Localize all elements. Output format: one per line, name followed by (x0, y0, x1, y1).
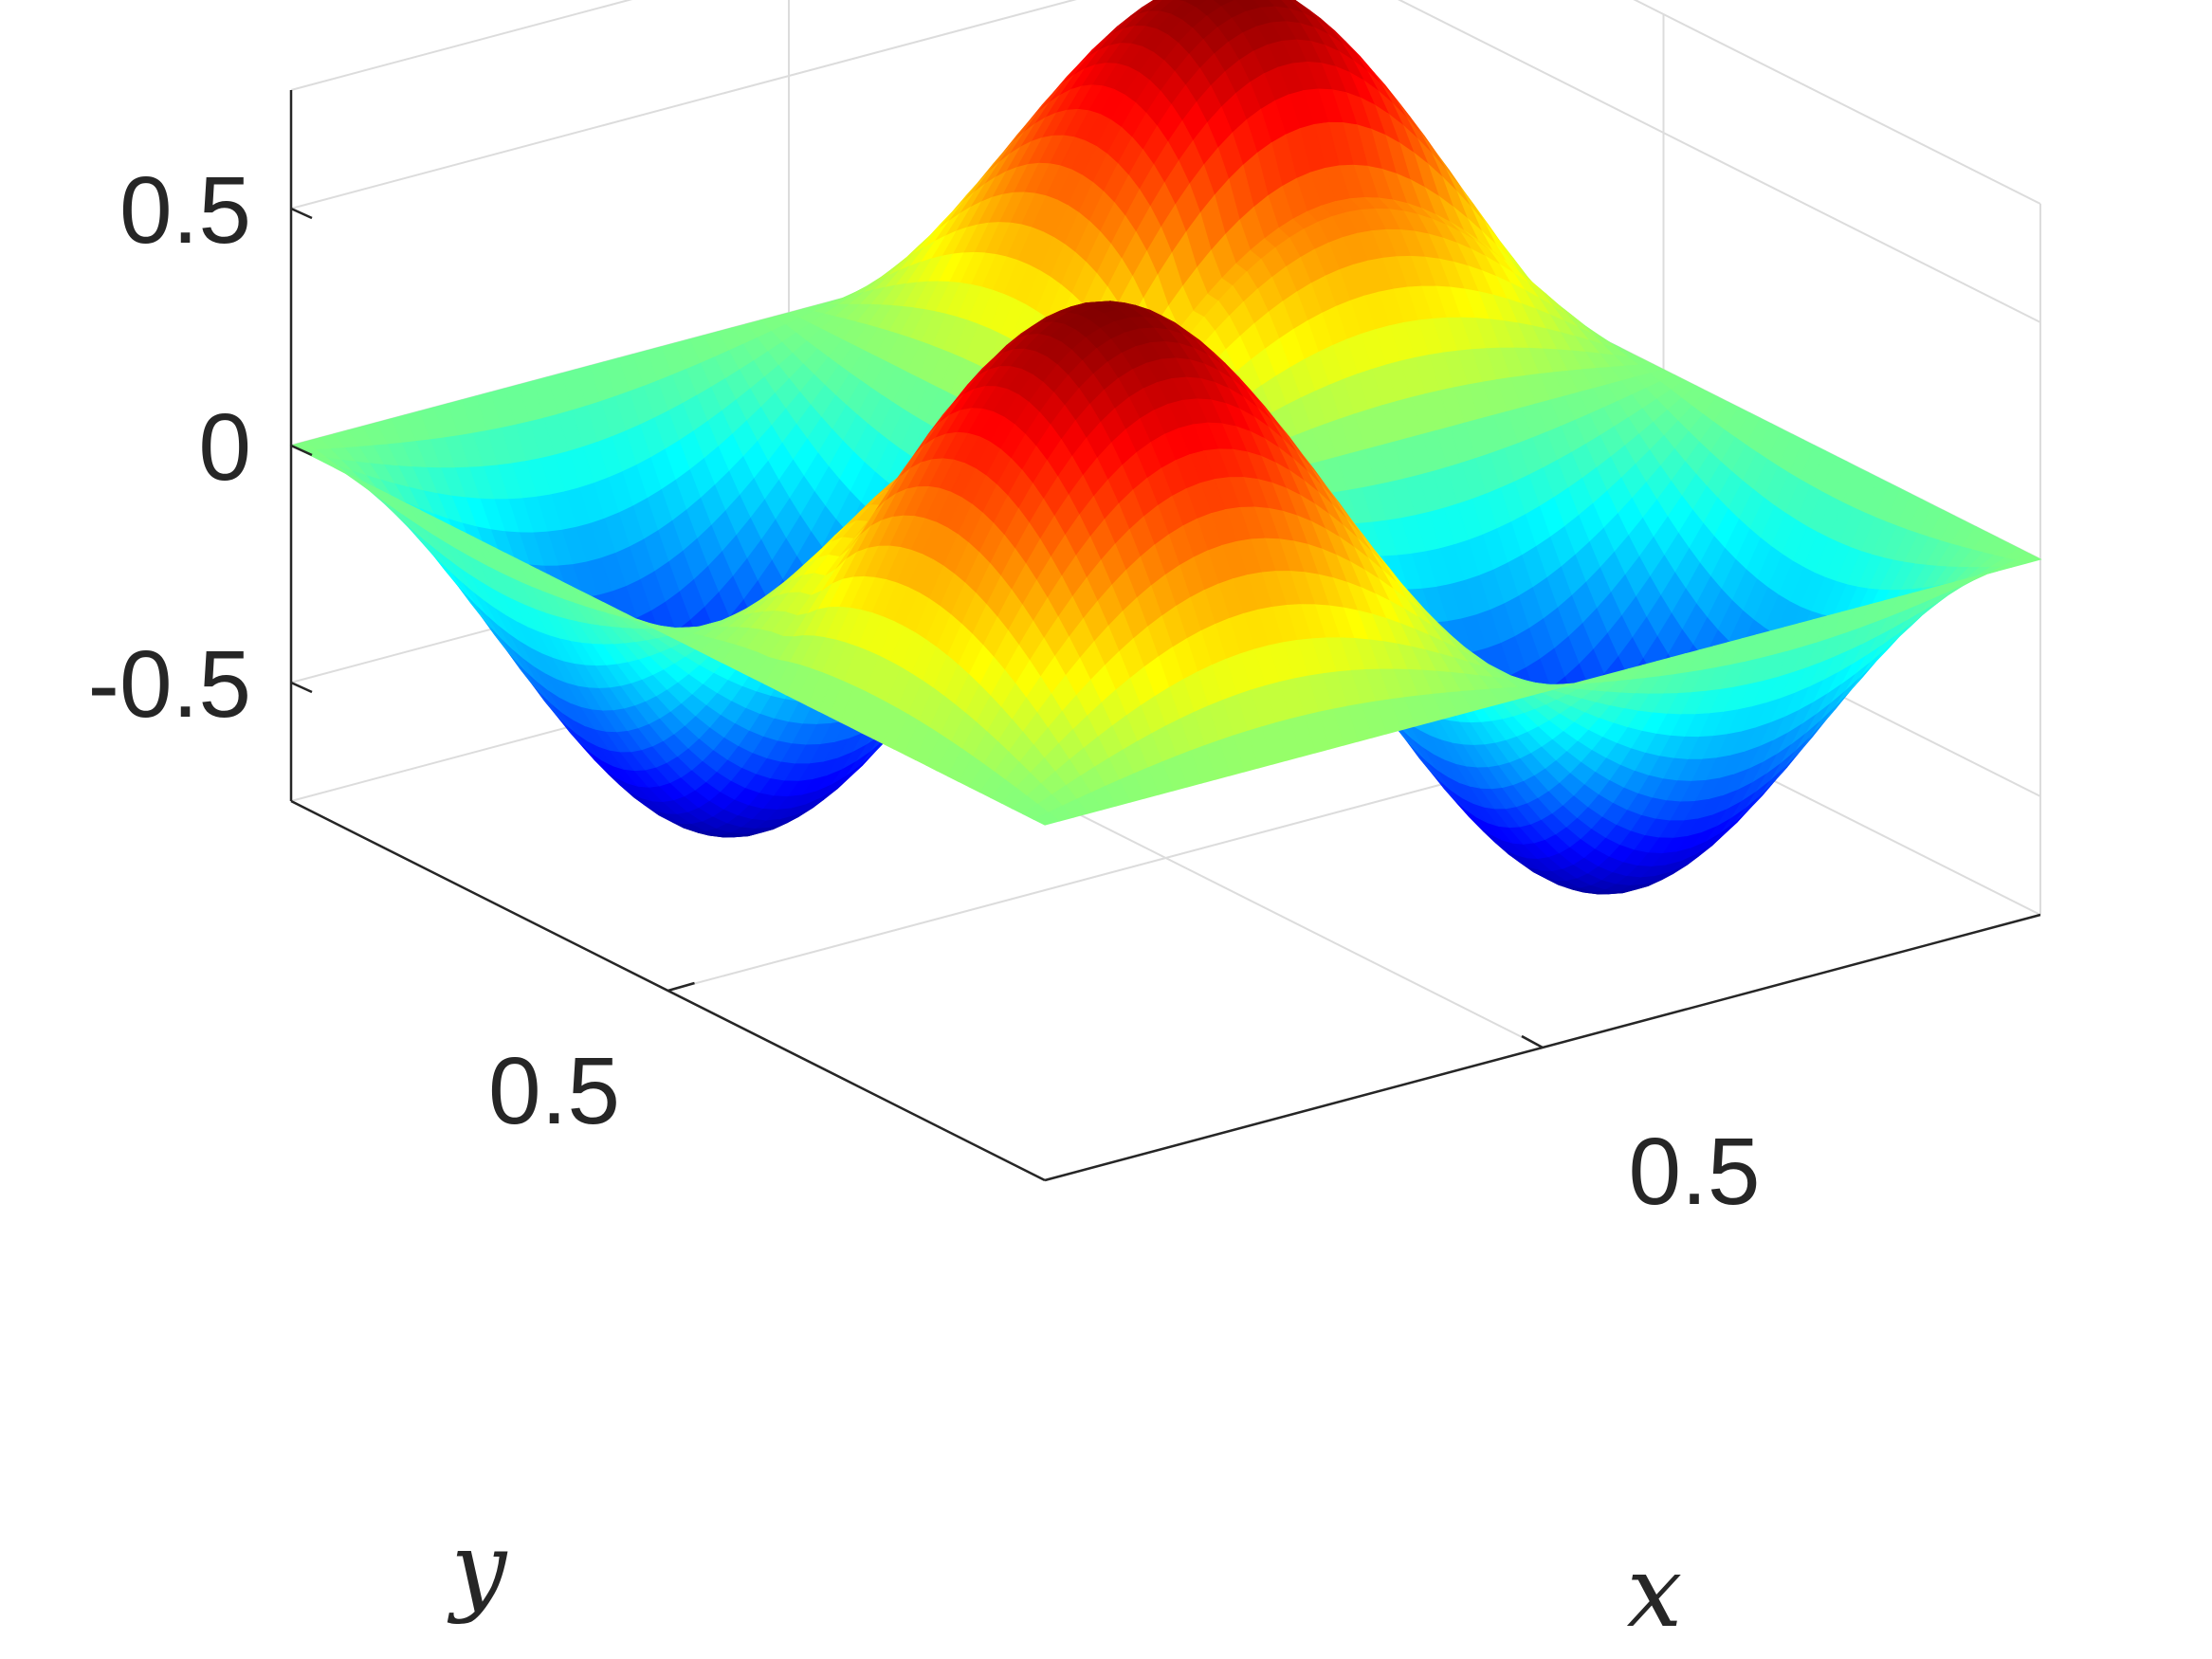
z-tick (290, 681, 313, 694)
y-tick (667, 981, 695, 993)
y-axis-label: y (448, 1510, 508, 1626)
top-edge-back-y1 (290, 0, 633, 91)
z-tick-label: -0.5 (88, 631, 251, 738)
x-tick-label: 0.5 (1628, 1119, 1760, 1225)
z-tick-label: 0.5 (119, 157, 251, 264)
z-tick (290, 207, 313, 220)
x-tick (1521, 1034, 1544, 1049)
z-tick-label: 0 (198, 394, 251, 501)
surface (289, 0, 2042, 895)
y-tick-label: 0.5 (488, 1038, 620, 1144)
x-axis-label: x (1627, 1534, 1683, 1650)
